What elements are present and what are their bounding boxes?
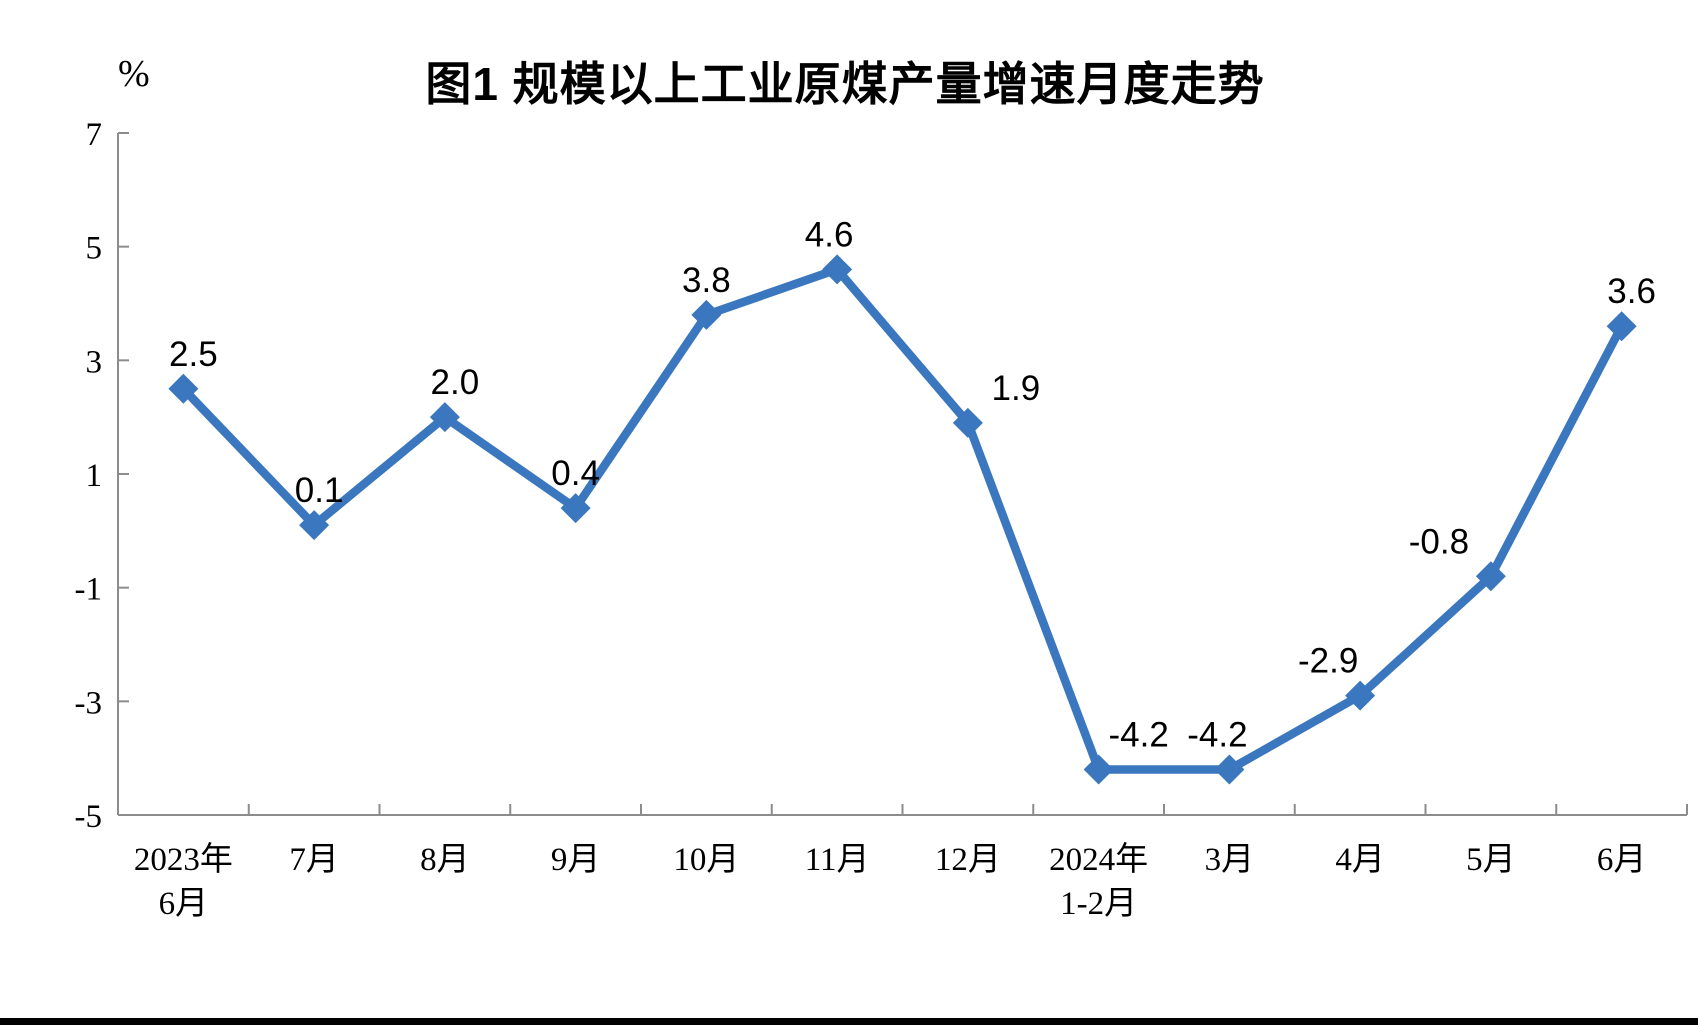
data-point-marker bbox=[1345, 680, 1376, 711]
data-point-label: 0.1 bbox=[295, 471, 344, 510]
x-category-label: 4月 bbox=[1335, 842, 1385, 878]
data-point-marker bbox=[822, 254, 853, 285]
data-point-marker bbox=[299, 510, 330, 541]
x-category-label: 7月 bbox=[289, 842, 339, 878]
data-point-label: -4.2 bbox=[1187, 716, 1247, 755]
data-point-marker bbox=[1214, 754, 1245, 785]
data-point-label: 1.9 bbox=[992, 369, 1041, 408]
x-category-label: 11月 bbox=[805, 842, 870, 878]
y-tick-label: -5 bbox=[75, 799, 103, 835]
data-point-marker bbox=[168, 373, 199, 404]
y-tick-label: -3 bbox=[75, 685, 103, 721]
data-point-marker bbox=[1083, 754, 1114, 785]
y-tick-label: 1 bbox=[86, 458, 103, 494]
bottom-edge-bar bbox=[0, 1018, 1698, 1025]
y-tick-label: -1 bbox=[75, 572, 103, 608]
data-point-label: 4.6 bbox=[805, 215, 854, 254]
data-point-marker bbox=[560, 493, 591, 524]
data-point-marker bbox=[429, 402, 460, 433]
y-tick-label: 3 bbox=[86, 344, 103, 380]
x-category-label: 12月 bbox=[935, 842, 1001, 878]
x-category-label: 10月 bbox=[673, 842, 739, 878]
x-category-label: 6月 bbox=[1597, 842, 1647, 878]
x-category-label: 5月 bbox=[1466, 842, 1516, 878]
x-category-label: 8月 bbox=[420, 842, 470, 878]
data-point-label: 3.8 bbox=[682, 261, 731, 300]
data-point-label: 0.4 bbox=[551, 454, 600, 493]
x-category-label: 2023年 bbox=[134, 841, 233, 878]
data-point-label: 3.6 bbox=[1607, 272, 1656, 311]
chart-title: 图1 规模以上工业原煤产量增速月度走势 bbox=[425, 58, 1265, 110]
x-category-label: 3月 bbox=[1205, 842, 1255, 878]
y-tick-label: 7 bbox=[86, 117, 103, 153]
x-category-label: 2024年 bbox=[1049, 841, 1148, 878]
data-point-label: -2.9 bbox=[1298, 642, 1358, 681]
data-point-label: 2.0 bbox=[431, 363, 480, 402]
data-point-marker bbox=[1606, 311, 1637, 342]
x-category-sublabel: 6月 bbox=[159, 886, 209, 922]
data-point-marker bbox=[691, 299, 722, 330]
y-tick-label: 5 bbox=[86, 231, 103, 267]
data-point-label: 2.5 bbox=[169, 335, 218, 374]
y-axis-unit-label: % bbox=[118, 53, 150, 95]
data-point-label: -4.2 bbox=[1108, 716, 1168, 755]
x-category-label: 9月 bbox=[551, 842, 601, 878]
data-point-label: -0.8 bbox=[1409, 522, 1469, 561]
data-line bbox=[179, 265, 1626, 774]
data-point-marker bbox=[952, 407, 983, 438]
data-point-marker bbox=[1475, 561, 1506, 592]
x-category-sublabel: 1-2月 bbox=[1060, 886, 1137, 922]
